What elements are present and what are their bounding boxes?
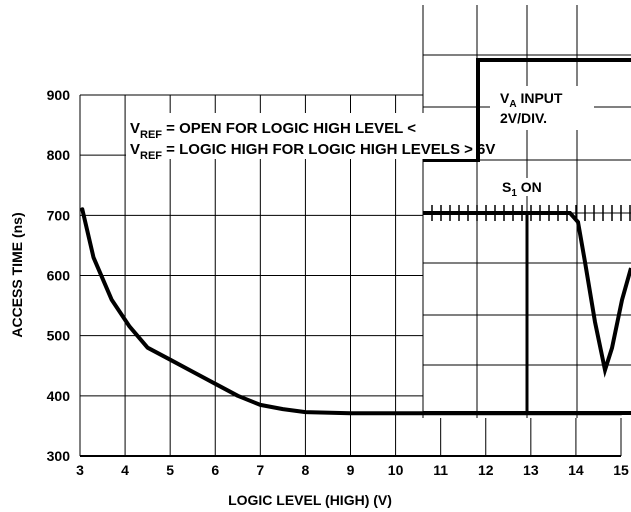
- y-tick-label: 400: [47, 388, 71, 404]
- va-label-backing: [490, 86, 594, 130]
- x-tick-label: 8: [302, 462, 310, 478]
- va-input-label: VA INPUT: [500, 90, 563, 110]
- x-tick-label: 9: [347, 462, 355, 478]
- va-input-trace: [423, 58, 631, 162]
- access-time-line: [80, 207, 623, 416]
- tick-labels: 3 4 5 6 7 8 9 10 11 12 13 14 15 300 400 500 600 700 800 900: [47, 87, 629, 478]
- y-tick-label: 500: [47, 328, 71, 344]
- x-tick-label: 3: [76, 462, 84, 478]
- x-tick-label: 6: [211, 462, 219, 478]
- vref-open-note: VREF = OPEN FOR LOGIC HIGH LEVEL <: [130, 120, 416, 141]
- x-tick-label: 11: [433, 462, 448, 478]
- y-tick-label: 600: [47, 268, 71, 284]
- y-tick-label: 700: [47, 207, 71, 223]
- x-tick-label: 5: [166, 462, 174, 478]
- va-scale-label: 2V/DIV.: [500, 110, 547, 126]
- y-tick-label: 800: [47, 147, 71, 163]
- x-tick-label: 14: [568, 462, 584, 478]
- x-tick-label: 4: [121, 462, 129, 478]
- y-tick-label: 300: [47, 448, 71, 464]
- x-tick-label: 10: [388, 462, 404, 478]
- vref-logic-note: VREF = LOGIC HIGH FOR LOGIC HIGH LEVELS …: [130, 141, 495, 162]
- y-axis-title: ACCESS TIME (ns): [9, 212, 25, 337]
- x-tick-label: 7: [256, 462, 264, 478]
- access-time-curve: [80, 207, 623, 416]
- x-tick-label: 13: [523, 462, 539, 478]
- x-tick-label: 15: [613, 462, 629, 478]
- s1-on-label: S1 ON: [502, 179, 542, 199]
- x-tick-label: 12: [478, 462, 494, 478]
- s1-label-backing: [498, 178, 550, 196]
- annotation-backing: [126, 113, 476, 159]
- s1-trace: [423, 211, 631, 378]
- y-tick-label: 900: [47, 87, 71, 103]
- x-axis-title: LOGIC LEVEL (HIGH) (V): [228, 492, 392, 508]
